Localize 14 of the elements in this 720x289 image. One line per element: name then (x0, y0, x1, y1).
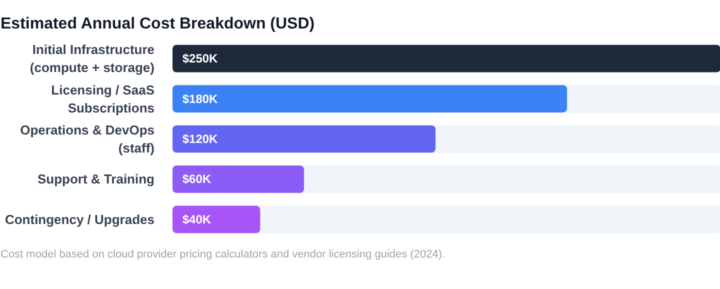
data-label: $180K (182, 92, 218, 106)
data-label: $40K (182, 212, 212, 226)
y-tick-label: Initial Infrastructure (compute + storage) (30, 42, 155, 76)
data-label: $250K (182, 52, 218, 66)
chart-title: Estimated Annual Cost Breakdown (USD) (0, 16, 315, 32)
y-tick-label: Operations & DevOps (staff) (20, 122, 155, 156)
y-tick-label: Contingency / Upgrades (4, 212, 155, 227)
data-label: $60K (182, 172, 212, 186)
bar (172, 206, 260, 234)
data-label: $120K (182, 132, 218, 146)
text: Cost model based on cloud provider pricing calculators and vendor licensing guides (2024). (0, 248, 446, 260)
y-tick-label: Support & Training (38, 172, 155, 187)
bar (172, 166, 304, 193)
y-tick-label: Licensing / SaaS Subscriptions (51, 82, 155, 116)
